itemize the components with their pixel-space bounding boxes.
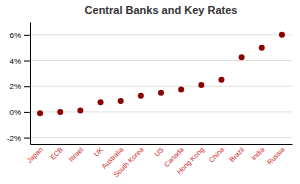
tick-label: Brazil <box>228 146 246 164</box>
tick: South Korea <box>112 146 145 179</box>
grid <box>30 35 292 138</box>
tick-mark <box>24 138 30 139</box>
point <box>178 86 184 92</box>
tick-label: -2% <box>7 134 21 143</box>
marks <box>37 32 285 116</box>
tick: Hong Kong <box>175 146 206 177</box>
tick: -2% <box>7 134 30 143</box>
tick: US <box>153 146 165 158</box>
tick-label: US <box>153 146 165 158</box>
point <box>77 108 83 114</box>
point <box>118 98 124 104</box>
point <box>37 110 43 116</box>
tick-label: 4% <box>9 57 21 66</box>
tick: Israel <box>67 146 84 163</box>
tick: Brazil <box>228 146 246 164</box>
point <box>138 93 144 99</box>
point <box>198 82 204 88</box>
tick-mark <box>24 61 30 62</box>
point <box>279 32 285 38</box>
tick-label: Israel <box>67 146 84 163</box>
axis-line <box>31 144 293 145</box>
tick: 4% <box>9 57 30 66</box>
point <box>259 45 265 51</box>
grid-line <box>30 137 292 138</box>
tick-label: Japan <box>25 146 44 165</box>
point <box>218 77 224 83</box>
tick-mark <box>24 112 30 113</box>
tick-label: UK <box>93 146 105 158</box>
point <box>239 54 245 60</box>
tick-label: 0% <box>9 108 21 117</box>
tick: Japan <box>25 146 44 165</box>
tick-mark <box>24 86 30 87</box>
tick-label: 2% <box>9 82 21 91</box>
x-axis: JapanECBIsraelUKAustraliaSouth KoreaUSCa… <box>25 145 292 179</box>
point <box>57 109 63 115</box>
tick: 0% <box>9 108 30 117</box>
axis-line <box>30 23 31 145</box>
tick-label: China <box>207 146 225 164</box>
tick-label: South Korea <box>112 146 145 179</box>
point <box>158 90 164 96</box>
tick-label: Hong Kong <box>175 146 206 177</box>
chart: -2%0%2%4%6%JapanECBIsraelUKAustraliaSout… <box>0 0 300 184</box>
grid-line <box>30 34 292 35</box>
tick-label: Russia <box>266 146 286 166</box>
grid-line <box>30 60 292 61</box>
tick: 2% <box>9 82 30 91</box>
tick: 6% <box>9 31 30 40</box>
tick-label: 6% <box>9 31 21 40</box>
tick-label: ECB <box>49 146 64 161</box>
tick-mark <box>24 35 30 36</box>
grid-line <box>30 111 292 112</box>
tick-label: India <box>250 146 266 162</box>
title: Central Banks and Key Rates <box>85 4 238 16</box>
grid-line <box>30 86 292 87</box>
tick: ECB <box>49 146 64 161</box>
tick: China <box>207 146 225 164</box>
y-axis: -2% 0% 2% 4% 6% <box>7 23 31 145</box>
tick: UK <box>93 146 105 158</box>
tick: India <box>250 146 266 162</box>
point <box>98 99 104 105</box>
tick: Russia <box>266 146 286 166</box>
